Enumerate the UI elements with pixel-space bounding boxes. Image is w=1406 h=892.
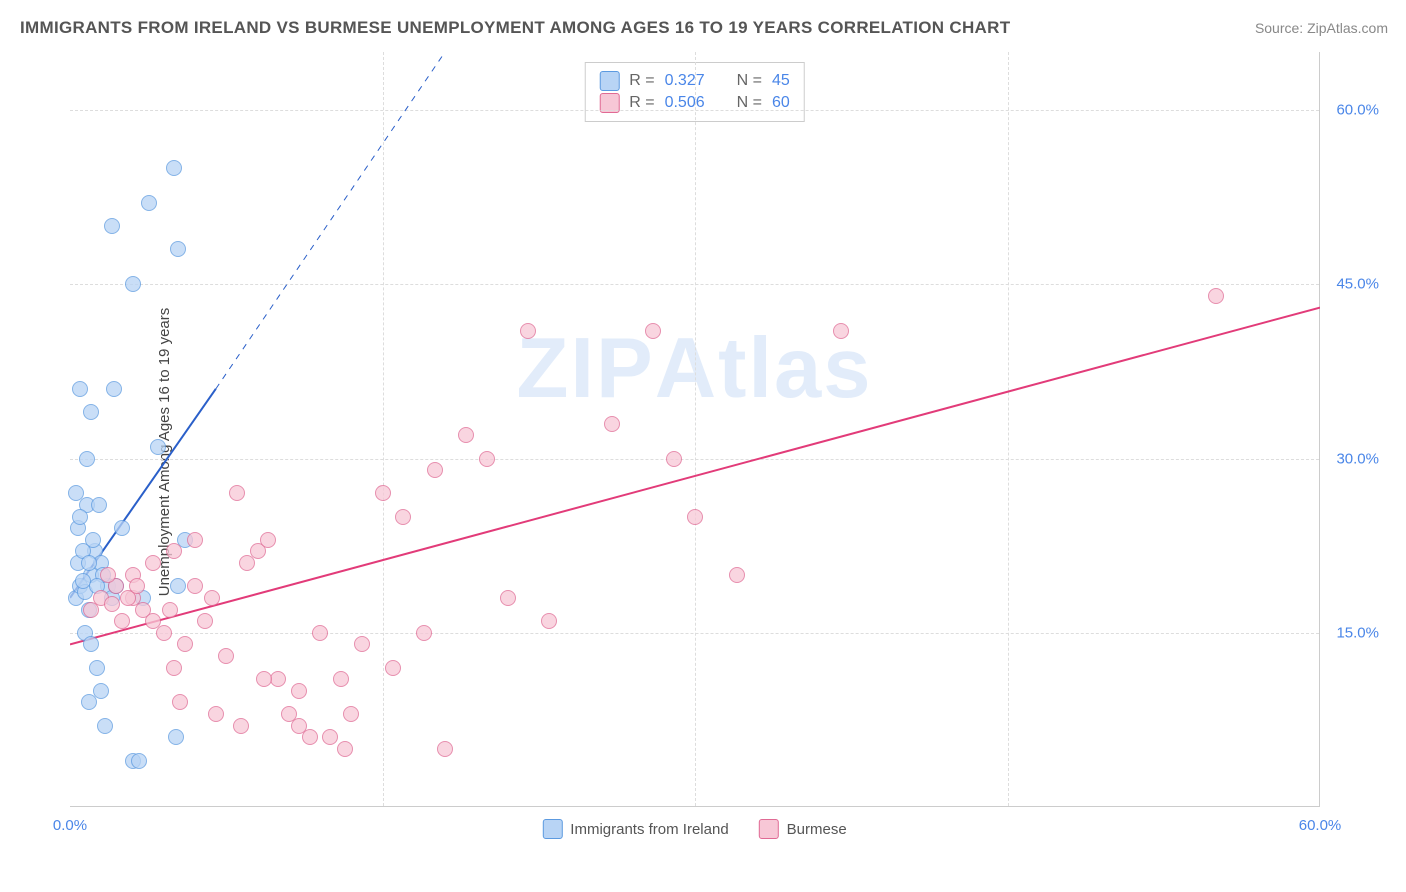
gridline-v xyxy=(1008,52,1009,806)
data-point xyxy=(187,578,203,594)
data-point xyxy=(141,195,157,211)
data-point xyxy=(354,636,370,652)
gridline-v xyxy=(383,52,384,806)
watermark-bold: ZIP xyxy=(516,321,654,416)
swatch-bottom-1 xyxy=(542,819,562,839)
data-point xyxy=(72,381,88,397)
data-point xyxy=(91,497,107,513)
y-tick-label: 45.0% xyxy=(1336,276,1379,293)
data-point xyxy=(500,590,516,606)
data-point xyxy=(79,451,95,467)
data-point xyxy=(166,160,182,176)
data-point xyxy=(114,520,130,536)
n-value-1: 45 xyxy=(772,72,790,90)
data-point xyxy=(131,753,147,769)
data-point xyxy=(416,625,432,641)
data-point xyxy=(479,451,495,467)
data-point xyxy=(270,671,286,687)
data-point xyxy=(1208,288,1224,304)
data-point xyxy=(156,625,172,641)
data-point xyxy=(170,241,186,257)
gridline-v xyxy=(695,52,696,806)
data-point xyxy=(604,416,620,432)
data-point xyxy=(100,567,116,583)
data-point xyxy=(458,427,474,443)
data-point xyxy=(172,694,188,710)
data-point xyxy=(81,694,97,710)
data-point xyxy=(204,590,220,606)
data-point xyxy=(312,625,328,641)
data-point xyxy=(68,485,84,501)
x-tick-label: 0.0% xyxy=(53,817,87,834)
data-point xyxy=(375,485,391,501)
data-point xyxy=(150,439,166,455)
data-point xyxy=(114,613,130,629)
data-point xyxy=(666,451,682,467)
swatch-bottom-2 xyxy=(759,819,779,839)
data-point xyxy=(187,532,203,548)
data-point xyxy=(687,509,703,525)
data-point xyxy=(260,532,276,548)
data-point xyxy=(208,706,224,722)
data-point xyxy=(520,323,536,339)
data-point xyxy=(256,671,272,687)
data-point xyxy=(72,509,88,525)
y-tick-label: 30.0% xyxy=(1336,450,1379,467)
data-point xyxy=(197,613,213,629)
data-point xyxy=(162,602,178,618)
legend-item-1: Immigrants from Ireland xyxy=(542,819,728,839)
data-point xyxy=(291,718,307,734)
data-point xyxy=(229,485,245,501)
source-attribution: Source: ZipAtlas.com xyxy=(1255,20,1388,36)
data-point xyxy=(385,660,401,676)
data-point xyxy=(106,381,122,397)
data-point xyxy=(337,741,353,757)
data-point xyxy=(343,706,359,722)
legend-series: Immigrants from Ireland Burmese xyxy=(542,819,846,839)
plot-area: ZIPAtlas R = 0.327 N = 45 R = 0.506 N = … xyxy=(70,52,1320,807)
data-point xyxy=(129,578,145,594)
data-point xyxy=(333,671,349,687)
legend-label-1: Immigrants from Ireland xyxy=(570,821,728,838)
data-point xyxy=(395,509,411,525)
data-point xyxy=(81,555,97,571)
data-point xyxy=(322,729,338,745)
data-point xyxy=(437,741,453,757)
legend-label-2: Burmese xyxy=(787,821,847,838)
data-point xyxy=(218,648,234,664)
data-point xyxy=(145,555,161,571)
chart-container: Unemployment Among Ages 16 to 19 years Z… xyxy=(50,52,1386,852)
n-label-1: N = xyxy=(737,72,762,90)
data-point xyxy=(125,276,141,292)
data-point xyxy=(833,323,849,339)
data-point xyxy=(104,596,120,612)
data-point xyxy=(89,660,105,676)
data-point xyxy=(104,218,120,234)
r-value-1: 0.327 xyxy=(665,72,705,90)
legend-item-2: Burmese xyxy=(759,819,847,839)
data-point xyxy=(97,718,113,734)
data-point xyxy=(170,578,186,594)
r-label-1: R = xyxy=(629,72,654,90)
data-point xyxy=(427,462,443,478)
data-point xyxy=(645,323,661,339)
data-point xyxy=(93,683,109,699)
chart-title: IMMIGRANTS FROM IRELAND VS BURMESE UNEMP… xyxy=(20,18,1010,38)
data-point xyxy=(83,636,99,652)
data-point xyxy=(83,404,99,420)
y-tick-label: 60.0% xyxy=(1336,102,1379,119)
y-tick-label: 15.0% xyxy=(1336,624,1379,641)
source-label: Source: xyxy=(1255,20,1303,36)
data-point xyxy=(233,718,249,734)
data-point xyxy=(168,729,184,745)
x-tick-label: 60.0% xyxy=(1299,817,1342,834)
swatch-series-1 xyxy=(599,71,619,91)
data-point xyxy=(166,660,182,676)
data-point xyxy=(166,543,182,559)
data-point xyxy=(291,683,307,699)
data-point xyxy=(729,567,745,583)
source-name: ZipAtlas.com xyxy=(1307,20,1388,36)
data-point xyxy=(541,613,557,629)
data-point xyxy=(177,636,193,652)
